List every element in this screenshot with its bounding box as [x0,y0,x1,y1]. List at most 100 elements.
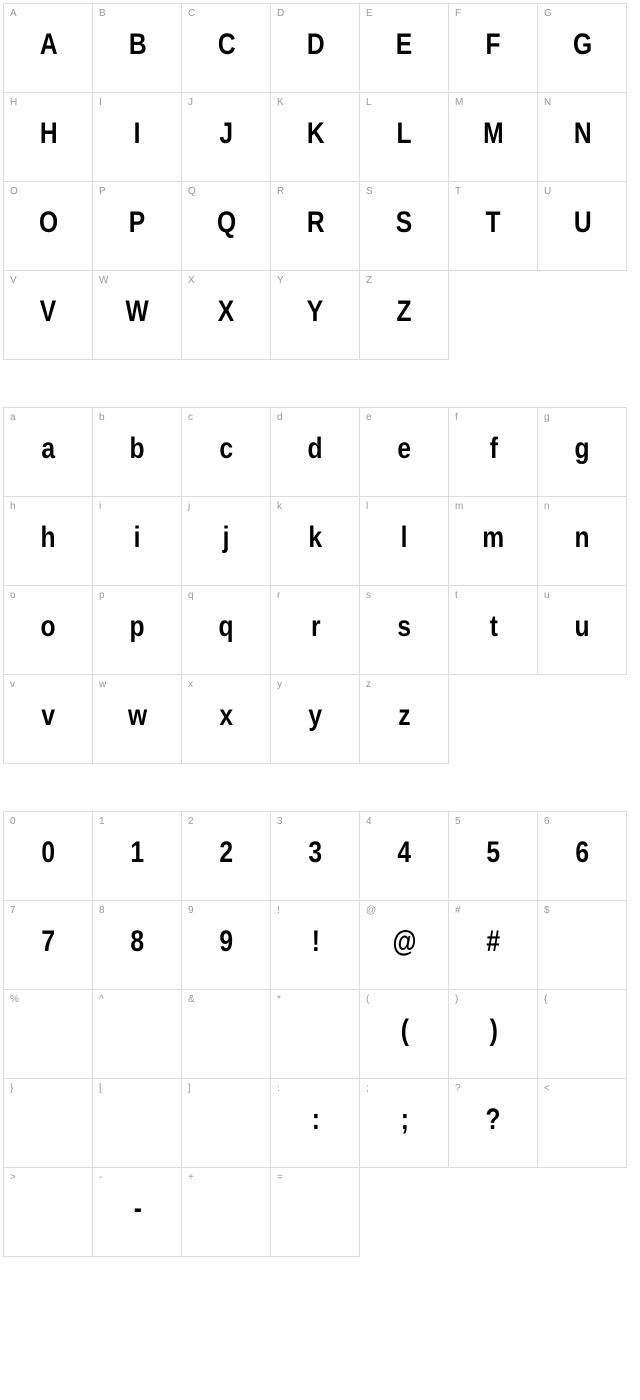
glyph-display: c [220,432,233,466]
cell-label: z [366,679,371,690]
glyph-cell: ww [92,674,182,764]
cell-label: L [366,97,372,108]
glyph-cell: ] [181,1078,271,1168]
cell-label: J [188,97,193,108]
glyph-display: h [41,521,55,555]
glyph-cell: FF [448,3,538,93]
glyph-cell: MM [448,92,538,182]
cell-label: K [277,97,284,108]
cell-label: % [10,994,19,1005]
cell-label: ] [188,1083,191,1094]
cell-label: j [188,501,190,512]
cell-label: m [455,501,463,512]
cell-label: W [99,275,108,286]
glyph-display: I [134,117,140,151]
glyph-display: L [397,117,411,151]
glyph-cell: * [270,989,360,1079]
glyph-display: q [219,610,233,644]
cell-label: b [99,412,105,423]
glyph-cell: rr [270,585,360,675]
section-numbers-symbols: 00112233445566778899!!@@##$%^&*(()){}[]:… [4,812,636,1257]
cell-label: = [277,1172,283,1183]
glyph-cell: YY [270,270,360,360]
glyph-cell: HH [3,92,93,182]
glyph-display: J [220,117,233,151]
glyph-cell: ZZ [359,270,449,360]
glyph-display: H [40,117,57,151]
glyph-display: U [574,206,591,240]
glyph-display: G [573,28,591,62]
cell-label: y [277,679,282,690]
glyph-cell: = [270,1167,360,1257]
glyph-display: @ [392,925,415,959]
glyph-display: 9 [220,925,233,959]
glyph-display: a [42,432,55,466]
cell-label: ? [455,1083,461,1094]
glyph-display: z [398,699,409,733]
glyph-cell: kk [270,496,360,586]
cell-label: > [10,1172,16,1183]
cell-label: i [99,501,101,512]
glyph-display: d [308,432,322,466]
cell-label: q [188,590,194,601]
glyph-cell: ^ [92,989,182,1079]
glyph-display: M [483,117,503,151]
cell-label: f [455,412,458,423]
glyph-display: A [40,28,57,62]
glyph-cell: DD [270,3,360,93]
cell-label: F [455,8,461,19]
cell-label: R [277,186,284,197]
glyph-cell: 99 [181,900,271,990]
cell-label: s [366,590,371,601]
cell-label: Y [277,275,284,286]
section-lowercase: aabbccddeeffgghhiijjkkllmmnnooppqqrrsstt… [4,408,636,764]
glyph-cell: oo [3,585,93,675]
cell-label: 9 [188,905,194,916]
glyph-cell: $ [537,900,627,990]
cell-label: # [455,905,461,916]
glyph-display: S [396,206,412,240]
cell-label: e [366,412,372,423]
cell-label: * [277,994,281,1005]
cell-label: C [188,8,195,19]
glyph-cell: jj [181,496,271,586]
glyph-display: p [130,610,144,644]
cell-label: } [10,1083,13,1094]
glyph-cell: uu [537,585,627,675]
glyph-grid: AABBCCDDEEFFGGHHIIJJKKLLMMNNOOPPQQRRSSTT… [4,4,634,360]
glyph-display: ) [489,1014,496,1048]
glyph-display: 3 [309,836,322,870]
glyph-display: 0 [42,836,55,870]
glyph-cell: mm [448,496,538,586]
glyph-cell: ;; [359,1078,449,1168]
glyph-display: s [398,610,411,644]
glyph-cell: LL [359,92,449,182]
glyph-cell: 77 [3,900,93,990]
glyph-display: t [489,610,496,644]
cell-label: v [10,679,15,690]
glyph-display: Q [217,206,235,240]
glyph-cell: XX [181,270,271,360]
glyph-display: D [307,28,324,62]
cell-label: 1 [99,816,105,827]
glyph-display: R [307,206,324,240]
glyph-cell: % [3,989,93,1079]
glyph-cell: 22 [181,811,271,901]
glyph-display: W [126,295,148,329]
cell-label: u [544,590,550,601]
cell-label: H [10,97,17,108]
glyph-cell: EE [359,3,449,93]
glyph-display: o [41,610,55,644]
cell-label: ( [366,994,369,1005]
cell-label: r [277,590,280,601]
cell-label: B [99,8,106,19]
cell-label: Z [366,275,372,286]
cell-label: { [544,994,547,1005]
cell-label: n [544,501,550,512]
glyph-cell: SS [359,181,449,271]
cell-label: 5 [455,816,461,827]
cell-label: ! [277,905,280,916]
cell-label: A [10,8,17,19]
glyph-cell: UU [537,181,627,271]
cell-label: ^ [99,994,104,1005]
